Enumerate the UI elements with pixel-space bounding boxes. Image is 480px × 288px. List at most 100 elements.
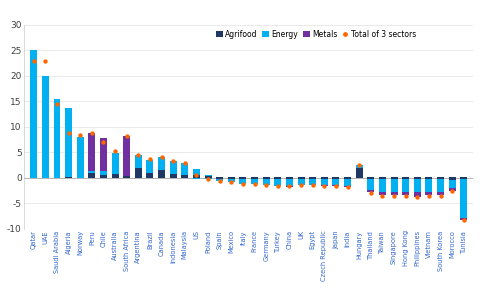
Bar xyxy=(425,178,432,179)
Bar xyxy=(425,179,432,192)
Point xyxy=(321,183,328,188)
Bar xyxy=(460,178,467,179)
Bar xyxy=(414,178,421,179)
Bar xyxy=(204,176,212,178)
Bar xyxy=(65,108,72,177)
Bar xyxy=(170,174,177,178)
Point xyxy=(158,155,166,160)
Bar xyxy=(379,179,386,192)
Point xyxy=(65,131,72,135)
Bar xyxy=(367,178,374,179)
Bar xyxy=(333,177,339,178)
Bar xyxy=(309,178,316,179)
Bar xyxy=(54,99,60,178)
Bar xyxy=(298,178,304,179)
Bar xyxy=(216,178,223,179)
Bar xyxy=(414,179,421,192)
Bar xyxy=(379,177,386,178)
Bar xyxy=(216,179,223,181)
Bar xyxy=(449,177,456,178)
Bar xyxy=(135,168,142,178)
Point xyxy=(30,58,37,63)
Bar xyxy=(391,192,397,195)
Bar xyxy=(240,178,246,179)
Bar xyxy=(88,173,96,178)
Bar xyxy=(204,175,212,176)
Point xyxy=(448,188,456,193)
Bar xyxy=(460,179,467,218)
Bar xyxy=(251,179,258,183)
Point xyxy=(134,153,142,157)
Bar xyxy=(333,178,339,179)
Point xyxy=(216,179,224,184)
Bar xyxy=(449,181,456,188)
Bar xyxy=(181,175,188,178)
Bar xyxy=(402,179,409,192)
Bar xyxy=(228,177,235,178)
Bar xyxy=(170,161,177,174)
Bar xyxy=(228,179,235,182)
Bar xyxy=(437,192,444,195)
Bar xyxy=(425,177,432,178)
Point xyxy=(263,182,270,187)
Bar xyxy=(321,177,328,178)
Point xyxy=(169,159,177,163)
Bar xyxy=(146,160,154,173)
Bar xyxy=(251,177,258,178)
Point xyxy=(88,131,96,135)
Bar xyxy=(460,177,467,178)
Bar xyxy=(181,163,188,175)
Point xyxy=(437,194,444,198)
Point xyxy=(204,177,212,182)
Bar xyxy=(356,165,363,168)
Bar xyxy=(321,178,328,179)
Bar xyxy=(414,192,421,197)
Bar xyxy=(263,178,270,179)
Point xyxy=(332,183,340,188)
Bar xyxy=(100,175,107,178)
Bar xyxy=(65,177,72,178)
Point xyxy=(146,156,154,161)
Bar xyxy=(402,177,409,178)
Bar xyxy=(298,179,304,185)
Bar xyxy=(286,178,293,179)
Bar xyxy=(391,178,397,179)
Bar xyxy=(286,177,293,178)
Bar xyxy=(449,178,456,181)
Bar xyxy=(216,177,223,178)
Point xyxy=(251,181,258,186)
Point xyxy=(181,160,189,165)
Bar xyxy=(402,178,409,179)
Bar xyxy=(379,192,386,195)
Point xyxy=(297,182,305,187)
Bar xyxy=(437,178,444,179)
Bar xyxy=(158,170,165,178)
Bar xyxy=(100,138,107,171)
Bar xyxy=(367,190,374,192)
Bar xyxy=(240,177,246,178)
Bar xyxy=(88,171,96,173)
Bar xyxy=(204,178,212,179)
Bar xyxy=(135,155,142,168)
Bar xyxy=(240,179,246,183)
Bar xyxy=(263,179,270,185)
Bar xyxy=(298,177,304,178)
Bar xyxy=(100,171,107,175)
Point xyxy=(355,163,363,167)
Bar xyxy=(414,177,421,178)
Bar xyxy=(123,136,130,176)
Bar xyxy=(449,188,456,191)
Point xyxy=(239,181,247,186)
Bar xyxy=(158,158,165,170)
Bar xyxy=(356,168,363,178)
Point xyxy=(402,194,409,198)
Point xyxy=(192,173,200,178)
Bar xyxy=(321,185,328,186)
Bar xyxy=(379,178,386,179)
Bar xyxy=(333,185,339,186)
Bar xyxy=(333,179,339,185)
Bar xyxy=(460,218,467,220)
Bar xyxy=(344,179,351,185)
Point xyxy=(53,102,61,106)
Bar xyxy=(193,178,200,179)
